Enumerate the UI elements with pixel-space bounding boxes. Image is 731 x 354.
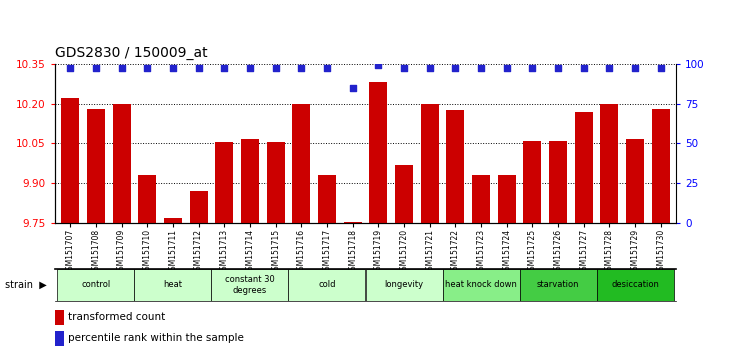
- Point: [141, 65, 153, 71]
- Point: [321, 65, 333, 71]
- Bar: [113, 104, 131, 223]
- Bar: [58, 269, 135, 301]
- Text: desiccation: desiccation: [611, 280, 659, 290]
- Point: [398, 65, 410, 71]
- Text: cold: cold: [318, 280, 336, 290]
- Bar: [241, 139, 259, 223]
- Point: [604, 65, 616, 71]
- Point: [219, 65, 230, 71]
- Bar: [523, 141, 542, 223]
- Bar: [652, 109, 670, 223]
- Bar: [447, 110, 464, 223]
- Bar: [600, 104, 618, 223]
- Bar: [87, 109, 105, 223]
- Text: heat knock down: heat knock down: [445, 280, 517, 290]
- Bar: [61, 98, 79, 223]
- Point: [552, 65, 564, 71]
- Bar: [292, 104, 310, 223]
- Bar: [55, 331, 64, 346]
- Bar: [626, 139, 644, 223]
- Text: constant 30
degrees: constant 30 degrees: [225, 275, 275, 295]
- Bar: [395, 165, 413, 223]
- Point: [115, 65, 127, 71]
- Text: heat: heat: [164, 280, 183, 290]
- Text: strain  ▶: strain ▶: [5, 280, 47, 290]
- Point: [167, 65, 179, 71]
- Text: control: control: [81, 280, 110, 290]
- Bar: [55, 310, 64, 325]
- Point: [578, 65, 590, 71]
- Point: [373, 62, 385, 68]
- Bar: [138, 175, 156, 223]
- Text: GDS2830 / 150009_at: GDS2830 / 150009_at: [55, 46, 208, 60]
- Text: longevity: longevity: [385, 280, 423, 290]
- Point: [346, 85, 358, 91]
- Bar: [344, 222, 362, 223]
- Bar: [216, 142, 233, 223]
- Bar: [164, 218, 182, 223]
- Point: [424, 65, 436, 71]
- Point: [629, 65, 641, 71]
- Point: [295, 65, 307, 71]
- Text: starvation: starvation: [537, 280, 579, 290]
- Bar: [442, 269, 520, 301]
- Bar: [549, 141, 567, 223]
- Text: transformed count: transformed count: [69, 312, 166, 322]
- Bar: [289, 269, 366, 301]
- Point: [244, 65, 256, 71]
- Bar: [267, 142, 284, 223]
- Bar: [366, 269, 442, 301]
- Point: [475, 65, 487, 71]
- Bar: [369, 82, 387, 223]
- Bar: [498, 175, 515, 223]
- Bar: [520, 269, 596, 301]
- Bar: [472, 175, 490, 223]
- Text: percentile rank within the sample: percentile rank within the sample: [69, 333, 244, 343]
- Point: [193, 65, 205, 71]
- Bar: [211, 269, 289, 301]
- Bar: [596, 269, 673, 301]
- Bar: [135, 269, 211, 301]
- Bar: [318, 175, 336, 223]
- Bar: [575, 112, 593, 223]
- Point: [526, 65, 538, 71]
- Point: [270, 65, 281, 71]
- Point: [450, 65, 461, 71]
- Point: [655, 65, 667, 71]
- Point: [90, 65, 102, 71]
- Point: [501, 65, 512, 71]
- Bar: [189, 191, 208, 223]
- Point: [64, 65, 76, 71]
- Bar: [421, 104, 439, 223]
